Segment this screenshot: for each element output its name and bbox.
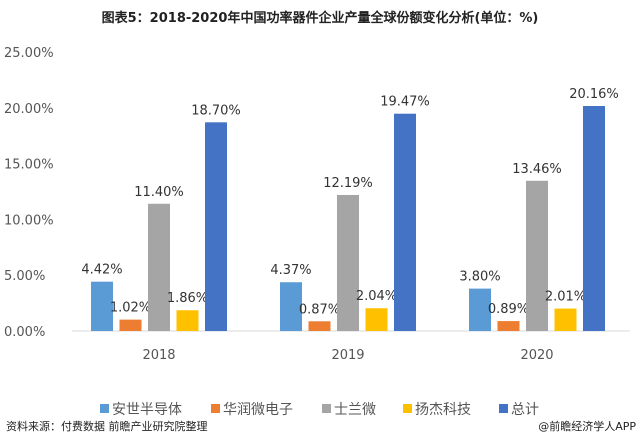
data-label: 20.16% bbox=[569, 87, 619, 102]
bar bbox=[119, 319, 142, 331]
bar bbox=[148, 203, 170, 331]
legend-swatch bbox=[499, 404, 508, 413]
legend-label: 士兰微 bbox=[334, 402, 376, 418]
bar bbox=[280, 282, 302, 331]
data-label: 3.80% bbox=[459, 270, 500, 285]
y-tick-label: 25.00% bbox=[4, 46, 54, 61]
bar bbox=[497, 321, 520, 331]
x-axis: 2018 2019 2020 bbox=[142, 348, 553, 363]
bar bbox=[308, 321, 331, 331]
legend-swatch bbox=[211, 404, 220, 413]
legend-label: 华润微电子 bbox=[223, 402, 293, 418]
data-label: 0.87% bbox=[299, 302, 340, 317]
credit: @前瞻经济学人APP bbox=[538, 419, 636, 433]
bar bbox=[583, 106, 605, 331]
y-tick-label: 0.00% bbox=[4, 325, 45, 340]
x-tick-label: 2018 bbox=[142, 348, 175, 363]
data-label: 1.86% bbox=[167, 291, 208, 306]
data-label: 13.46% bbox=[512, 162, 562, 177]
bar bbox=[205, 122, 227, 331]
y-tick-label: 15.00% bbox=[4, 158, 54, 173]
bar bbox=[176, 310, 199, 331]
legend-label: 扬杰科技 bbox=[415, 402, 471, 418]
data-label: 2.01% bbox=[545, 290, 586, 305]
y-tick-label: 10.00% bbox=[4, 213, 54, 228]
data-label: 12.19% bbox=[323, 176, 373, 191]
x-tick-label: 2020 bbox=[520, 348, 553, 363]
legend-swatch bbox=[322, 404, 331, 413]
bar bbox=[337, 194, 359, 331]
legend: 安世半导体 华润微电子 士兰微 扬杰科技 总计 bbox=[100, 402, 539, 418]
bars: 4.42% 1.02% 11.40% 1.86% 18.70% 4.37% 0.87% 12.… bbox=[81, 87, 619, 331]
data-label: 18.70% bbox=[191, 103, 241, 118]
legend-swatch bbox=[403, 404, 412, 413]
legend-swatch bbox=[100, 404, 109, 413]
source-note: 资料来源：付费数据 前瞻产业研究院整理 bbox=[6, 419, 208, 433]
data-label: 11.40% bbox=[134, 185, 184, 200]
bar bbox=[554, 308, 577, 331]
x-tick-label: 2019 bbox=[331, 348, 364, 363]
data-label: 19.47% bbox=[380, 95, 430, 110]
data-label: 4.42% bbox=[81, 263, 122, 278]
y-tick-label: 5.00% bbox=[4, 269, 45, 284]
data-label: 0.89% bbox=[488, 302, 529, 317]
bar bbox=[469, 288, 491, 331]
bar bbox=[526, 180, 548, 331]
legend-label: 安世半导体 bbox=[112, 402, 182, 418]
bar bbox=[394, 113, 416, 331]
bar bbox=[91, 281, 113, 331]
bar bbox=[365, 308, 388, 331]
data-label: 4.37% bbox=[270, 263, 311, 278]
y-axis: 0.00% 5.00% 10.00% 15.00% 20.00% 25.00% bbox=[4, 46, 54, 340]
legend-label: 总计 bbox=[511, 402, 539, 418]
data-label: 1.02% bbox=[110, 301, 151, 316]
data-label: 2.04% bbox=[356, 289, 397, 304]
y-tick-label: 20.00% bbox=[4, 102, 54, 117]
chart-title: 图表5：2018-2020年中国功率器件企业产量全球份额变化分析(单位：%) bbox=[102, 10, 539, 26]
